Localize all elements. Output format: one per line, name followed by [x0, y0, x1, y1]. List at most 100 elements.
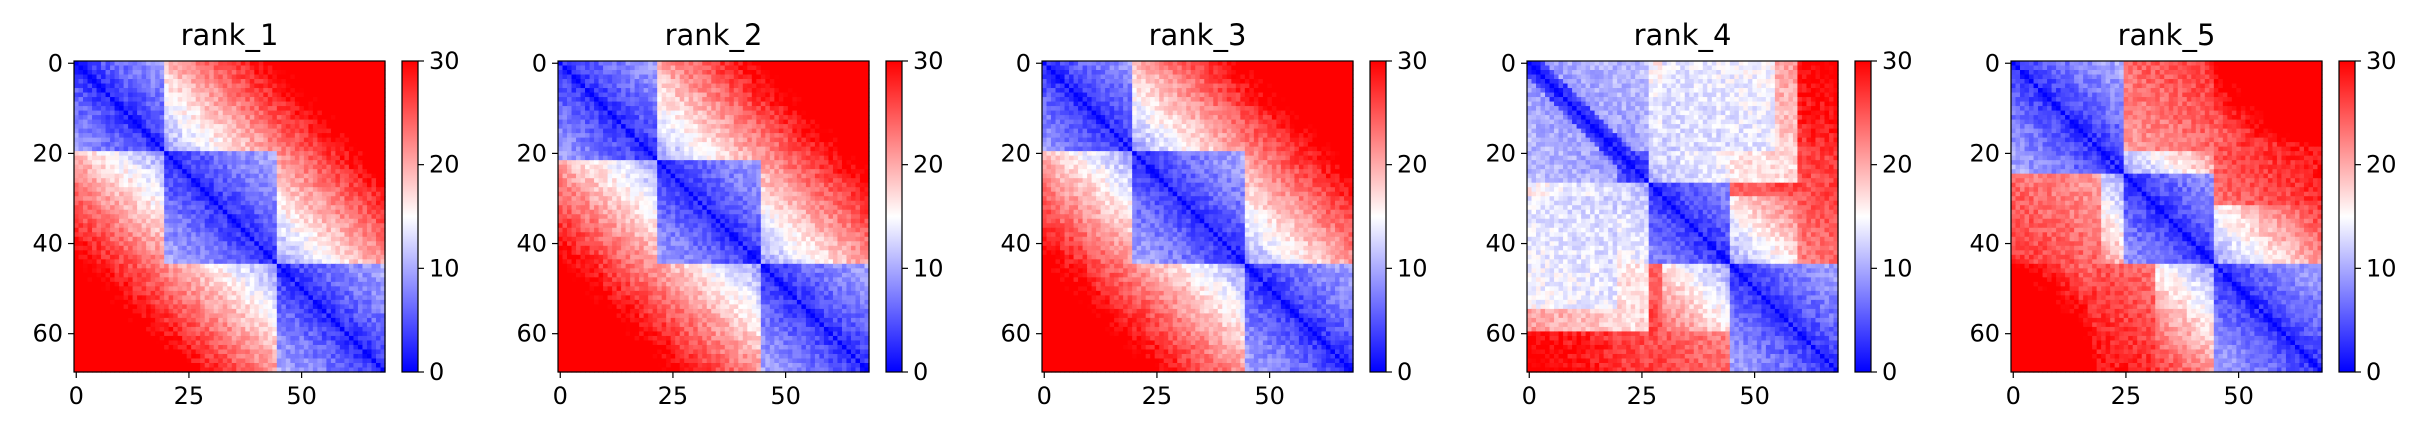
- heatmap-cell: [227, 277, 233, 283]
- heatmap-cell: [132, 101, 138, 107]
- heatmap-cell: [375, 331, 382, 337]
- heatmap-cell: [240, 340, 246, 346]
- heatmap-cell: [105, 146, 111, 152]
- heatmap-cell: [353, 295, 359, 301]
- heatmap-cell: [770, 65, 776, 71]
- heatmap-cell: [177, 232, 183, 238]
- heatmap-cell: [362, 299, 368, 305]
- heatmap-cell: [195, 286, 201, 292]
- heatmap-cell: [258, 263, 264, 269]
- heatmap-cell: [272, 313, 278, 319]
- heatmap-cell: [168, 110, 174, 116]
- heatmap-cell: [74, 70, 80, 76]
- heatmap-cell: [339, 236, 346, 242]
- heatmap-cell: [213, 182, 219, 188]
- heatmap-cell: [159, 92, 165, 98]
- heatmap-cell: [362, 146, 368, 152]
- heatmap-cell: [200, 146, 206, 152]
- heatmap-cell: [168, 268, 174, 274]
- heatmap-cell: [357, 272, 364, 278]
- heatmap-cell: [200, 187, 206, 193]
- heatmap-cell: [213, 142, 219, 148]
- heatmap-cell: [119, 205, 125, 211]
- heatmap-cell: [213, 187, 219, 193]
- heatmap-cell: [339, 169, 346, 175]
- heatmap-cell: [240, 268, 246, 274]
- heatmap-cell: [123, 335, 129, 342]
- heatmap-cell: [132, 367, 138, 373]
- heatmap-cell: [173, 74, 179, 80]
- heatmap-cell: [101, 92, 107, 98]
- heatmap-cell: [78, 115, 84, 121]
- heatmap-cell: [159, 263, 165, 269]
- heatmap-cell: [285, 196, 291, 202]
- heatmap-cell: [371, 322, 377, 328]
- heatmap-cell: [227, 353, 233, 360]
- heatmap-cell: [312, 335, 318, 342]
- heatmap-cell: [254, 223, 260, 229]
- heatmap-cell: [222, 358, 228, 364]
- heatmap-cell: [263, 119, 269, 125]
- heatmap-cell: [357, 245, 364, 251]
- heatmap-cell: [339, 331, 346, 337]
- heatmap-cell: [290, 313, 296, 319]
- heatmap-cell: [357, 200, 364, 206]
- heatmap-cell: [137, 137, 143, 143]
- heatmap-cell: [245, 74, 251, 80]
- heatmap-cell: [105, 200, 111, 206]
- heatmap-cell: [83, 232, 89, 238]
- heatmap-cell: [105, 277, 111, 283]
- heatmap-cell: [213, 205, 219, 211]
- heatmap-cell: [200, 133, 206, 139]
- heatmap-cell: [281, 304, 287, 310]
- heatmap-cell: [272, 137, 278, 143]
- heatmap-cell: [254, 290, 260, 296]
- heatmap-cell: [366, 61, 373, 67]
- heatmap-cell: [236, 196, 242, 202]
- heatmap-cell: [371, 101, 377, 107]
- heatmap-cell: [213, 241, 219, 247]
- heatmap-cell: [335, 97, 341, 103]
- heatmap-cell: [245, 205, 251, 211]
- heatmap-cell: [267, 326, 273, 333]
- heatmap-cell: [195, 173, 201, 179]
- heatmap-cell: [132, 151, 138, 157]
- heatmap-cell: [693, 65, 699, 71]
- heatmap-cell: [96, 101, 102, 107]
- heatmap-cell: [335, 182, 341, 188]
- heatmap-cell: [132, 196, 138, 202]
- heatmap-cell: [571, 61, 577, 67]
- heatmap-cell: [317, 367, 323, 373]
- heatmap-cell: [317, 322, 323, 328]
- heatmap-cell: [159, 259, 165, 265]
- heatmap-cell: [344, 308, 350, 315]
- heatmap-cell: [303, 155, 309, 161]
- heatmap-cell: [110, 61, 116, 67]
- heatmap-cell: [353, 272, 359, 278]
- heatmap-cell: [335, 124, 341, 130]
- heatmap-cell: [258, 254, 264, 260]
- heatmap-cell: [83, 106, 89, 112]
- heatmap-cell: [290, 344, 296, 351]
- heatmap-cell: [231, 164, 237, 170]
- heatmap-cell: [141, 187, 147, 193]
- heatmap-cell: [339, 173, 346, 179]
- heatmap-cell: [132, 97, 138, 103]
- heatmap-cell: [267, 142, 273, 148]
- heatmap-cell: [362, 290, 368, 296]
- heatmap-cell: [254, 169, 260, 175]
- heatmap-cell: [87, 119, 93, 125]
- heatmap-cell: [330, 200, 337, 206]
- heatmap-cell: [380, 236, 386, 242]
- heatmap-cell: [371, 79, 377, 85]
- heatmap-cell: [92, 281, 98, 287]
- heatmap-cell: [254, 281, 260, 287]
- heatmap-cell: [141, 344, 147, 351]
- heatmap-cell: [303, 119, 309, 125]
- y-tick-label: 20: [32, 139, 63, 167]
- heatmap-cell: [105, 79, 111, 85]
- heatmap-cell: [303, 290, 309, 296]
- heatmap-cell: [357, 146, 364, 152]
- heatmap-cell: [236, 182, 242, 188]
- heatmap-cell: [236, 313, 242, 319]
